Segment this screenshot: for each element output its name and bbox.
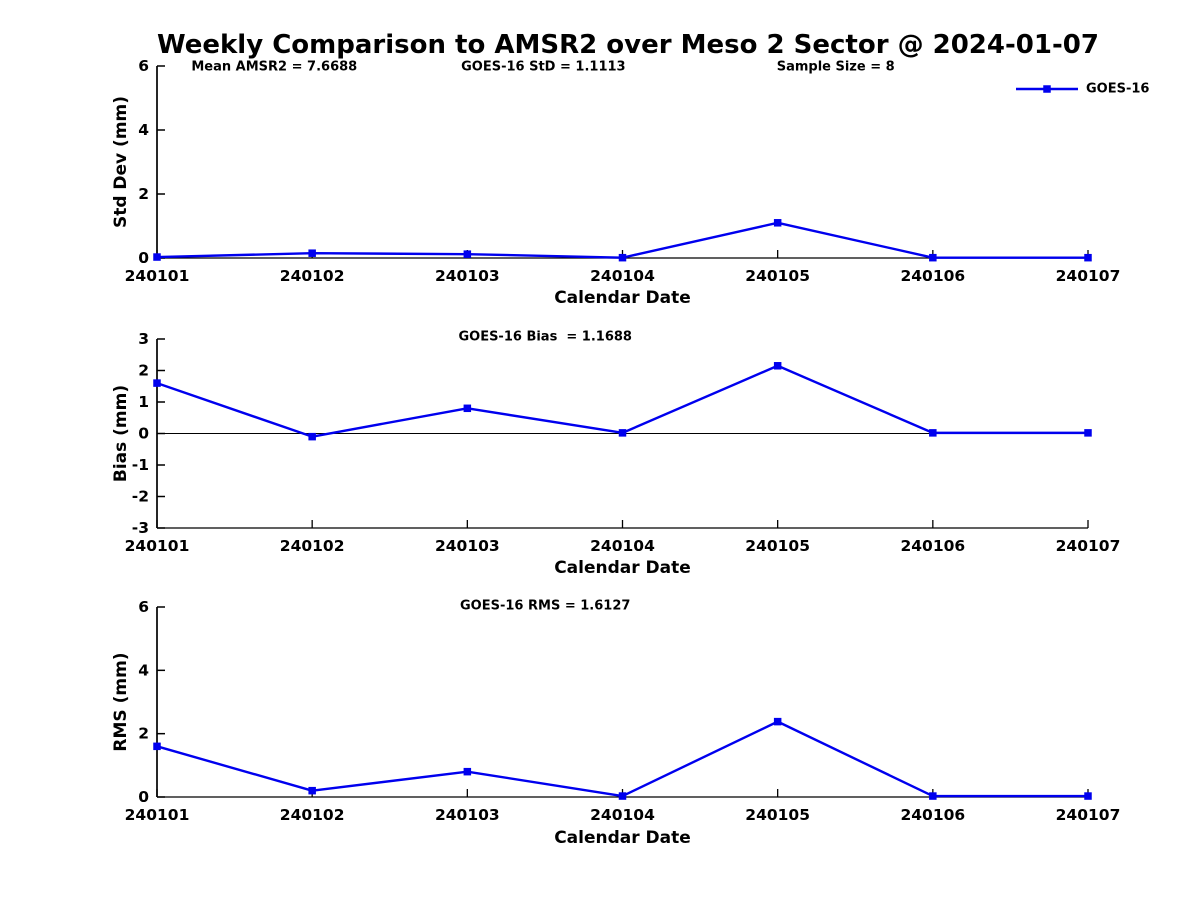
y-tick-label: 4 bbox=[138, 121, 149, 139]
panel-annotation: Mean AMSR2 = 7.6688 bbox=[191, 60, 357, 75]
data-point-marker bbox=[618, 429, 627, 437]
x-tick-label: 240105 bbox=[745, 806, 810, 824]
series-line bbox=[156, 720, 1088, 798]
data-point-marker bbox=[308, 786, 316, 795]
data-point-marker bbox=[929, 792, 937, 800]
y-tick-label: 2 bbox=[138, 185, 149, 203]
data-point-marker bbox=[153, 742, 161, 751]
x-tick-label: 240105 bbox=[745, 537, 810, 555]
legend: GOES-16 bbox=[1016, 82, 1149, 97]
x-tick-label: 240106 bbox=[900, 806, 965, 824]
panel-annotation: GOES-16 Bias = 1.1688 bbox=[458, 330, 632, 345]
data-point-marker bbox=[773, 362, 782, 370]
x-tick-label: 240101 bbox=[125, 267, 190, 285]
x-tick-label: 240107 bbox=[1056, 537, 1121, 555]
data-point-marker bbox=[1084, 429, 1092, 437]
y-tick-label: 1 bbox=[138, 393, 149, 411]
x-tick-label: 240104 bbox=[590, 806, 655, 824]
y-tick-label: 6 bbox=[138, 598, 149, 616]
y-tick-label: -3 bbox=[132, 519, 149, 537]
data-point-marker bbox=[463, 767, 472, 776]
x-tick-label: 240102 bbox=[280, 806, 345, 824]
x-tick-label: 240106 bbox=[900, 537, 965, 555]
subplot-rms: 0 2 4 6 240101 240102 240103 240104 240105 240106… bbox=[111, 598, 1120, 848]
data-point-marker bbox=[773, 717, 782, 726]
figure-title: Weekly Comparison to AMSR2 over Meso 2 S… bbox=[157, 30, 1099, 60]
x-tick-label: 240104 bbox=[590, 267, 655, 285]
x-tick-label: 240104 bbox=[590, 537, 655, 555]
panel-annotation: Sample Size = 8 bbox=[777, 60, 895, 75]
data-point-marker bbox=[463, 250, 472, 258]
y-tick-label: -2 bbox=[132, 488, 149, 506]
data-point-marker bbox=[1084, 253, 1092, 262]
y-tick-label: 2 bbox=[138, 725, 149, 743]
x-axis-label: Calendar Date bbox=[554, 288, 691, 308]
y-axis-label: Bias (mm) bbox=[111, 385, 131, 482]
y-tick-label: 0 bbox=[138, 425, 149, 443]
data-point-marker bbox=[773, 219, 782, 227]
y-axis-label: RMS (mm) bbox=[111, 652, 131, 751]
x-axis-label: Calendar Date bbox=[554, 558, 691, 578]
x-tick-label: 240103 bbox=[435, 806, 500, 824]
x-tick-label: 240101 bbox=[125, 537, 190, 555]
y-tick-label: 2 bbox=[138, 362, 149, 380]
legend-label: GOES-16 bbox=[1086, 82, 1149, 97]
y-tick-label: 4 bbox=[138, 661, 149, 679]
panel-annotation: GOES-16 RMS = 1.6127 bbox=[460, 599, 630, 614]
x-tick-label: 240103 bbox=[435, 537, 500, 555]
y-tick-label: 0 bbox=[138, 788, 149, 806]
data-point-marker bbox=[308, 249, 316, 257]
data-point-marker bbox=[308, 432, 316, 441]
data-point-marker bbox=[153, 253, 161, 261]
data-point-marker bbox=[929, 429, 937, 437]
x-tick-label: 240106 bbox=[900, 267, 965, 285]
x-tick-label: 240103 bbox=[435, 267, 500, 285]
data-point-marker bbox=[1084, 792, 1092, 800]
x-tick-label: 240107 bbox=[1056, 806, 1121, 824]
y-tick-label: 6 bbox=[138, 57, 149, 75]
x-tick-label: 240102 bbox=[280, 537, 345, 555]
x-tick-label: 240101 bbox=[125, 806, 190, 824]
subplot-stddev: 0 2 4 6 240101 240102 240103 240104 240105 240106… bbox=[111, 57, 1149, 308]
data-point-marker bbox=[618, 792, 627, 800]
y-tick-label: -1 bbox=[132, 456, 149, 474]
legend-marker-icon bbox=[1043, 85, 1051, 93]
y-axis-label: Std Dev (mm) bbox=[111, 96, 131, 228]
data-point-marker bbox=[618, 253, 627, 262]
data-point-marker bbox=[153, 379, 161, 387]
data-point-marker bbox=[463, 404, 472, 413]
y-tick-label: 0 bbox=[138, 249, 149, 267]
series-line bbox=[156, 364, 1088, 438]
panel-annotation: GOES-16 StD = 1.1113 bbox=[461, 60, 625, 75]
x-tick-label: 240102 bbox=[280, 267, 345, 285]
x-tick-label: 240105 bbox=[745, 267, 810, 285]
y-tick-label: 3 bbox=[138, 330, 149, 348]
x-axis-label: Calendar Date bbox=[554, 828, 691, 848]
data-point-marker bbox=[929, 253, 937, 262]
x-tick-label: 240107 bbox=[1056, 267, 1121, 285]
